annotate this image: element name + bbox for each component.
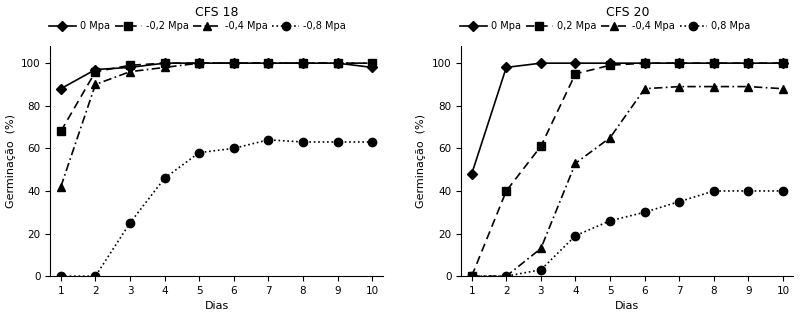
X-axis label: Dias: Dias (204, 301, 229, 311)
Y-axis label: Germinação  (%): Germinação (%) (416, 114, 427, 208)
X-axis label: Dias: Dias (615, 301, 639, 311)
Y-axis label: Germinação  (%): Germinação (%) (6, 114, 15, 208)
Title: CFS 18: CFS 18 (195, 6, 238, 19)
Legend: 0 Mpa, 0,2 Mpa, -0,4 Mpa, 0,8 Mpa: 0 Mpa, 0,2 Mpa, -0,4 Mpa, 0,8 Mpa (460, 21, 750, 31)
Legend: 0 Mpa, -0,2 Mpa, -0,4 Mpa, -0,8 Mpa: 0 Mpa, -0,2 Mpa, -0,4 Mpa, -0,8 Mpa (48, 21, 346, 31)
Title: CFS 20: CFS 20 (605, 6, 649, 19)
